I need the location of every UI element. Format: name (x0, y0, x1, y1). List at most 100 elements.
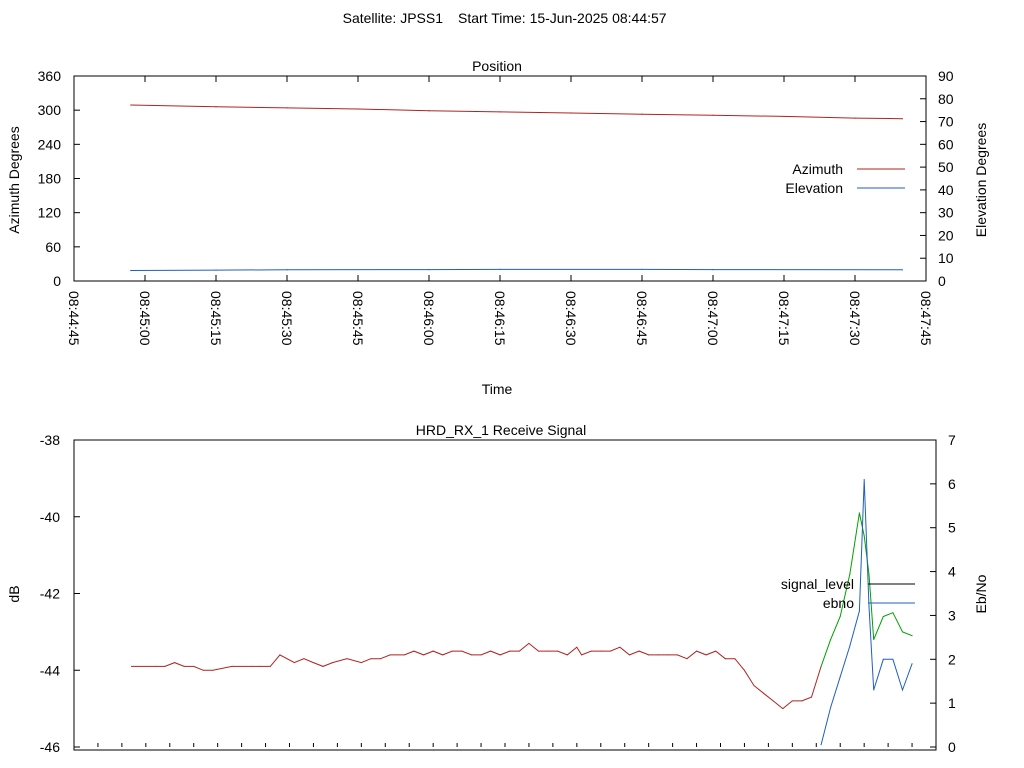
data-point-signal-level (772, 700, 774, 702)
azimuth-tick-label: 300 (38, 102, 62, 118)
data-point-signal-level (839, 616, 841, 618)
data-point-ebno (863, 478, 865, 480)
elevation-axis-label: Elevation Degrees (973, 123, 989, 237)
data-point-elevation (130, 269, 132, 272)
elevation-tick-label: 70 (938, 114, 954, 130)
data-point-azimuth (215, 106, 217, 108)
data-point-signal-level (566, 654, 568, 656)
elevation-tick-label: 40 (938, 182, 954, 198)
ebno-tick-label: 2 (948, 651, 956, 667)
data-point-ebno (892, 658, 894, 660)
elevation-tick-label: 0 (938, 273, 946, 289)
azimuth-tick-label: 360 (38, 68, 62, 84)
db-tick-label: -42 (40, 586, 60, 602)
data-point-signal-level (667, 654, 669, 656)
series-line-signal-level (131, 642, 822, 710)
data-point-signal-level (763, 692, 765, 694)
data-point-elevation (428, 269, 430, 271)
elevation-tick-label: 10 (938, 250, 954, 266)
data-point-signal-level (547, 650, 549, 652)
data-point-signal-level (782, 708, 784, 710)
time-tick-label: 08:46:15 (492, 291, 508, 346)
data-point-signal-level (413, 650, 415, 652)
data-point-signal-level (753, 685, 755, 687)
data-point-signal-level (370, 658, 372, 660)
azimuth-axis-label: Azimuth Degrees (6, 126, 22, 233)
data-point-elevation (641, 268, 643, 270)
elevation-tick-label: 50 (938, 159, 954, 175)
data-point-signal-level (154, 665, 156, 667)
data-point-signal-level (619, 646, 621, 648)
report-title-satellite: Satellite: JPSS1 (343, 10, 444, 26)
data-point-signal-level (911, 635, 913, 637)
data-point-signal-level (250, 665, 252, 667)
time-tick-label: 08:45:45 (350, 291, 366, 346)
data-point-signal-level (657, 654, 659, 656)
data-point-signal-level (638, 650, 640, 652)
data-point-signal-level (279, 654, 281, 656)
data-point-signal-level (629, 654, 631, 656)
data-point-signal-level (801, 700, 803, 702)
data-point-signal-level (696, 650, 698, 652)
data-point-signal-level (873, 639, 875, 641)
data-point-azimuth (783, 115, 785, 118)
data-point-elevation (712, 269, 714, 271)
data-point-signal-level (202, 669, 204, 671)
data-point-ebno (830, 707, 832, 709)
data-point-signal-level (791, 700, 793, 702)
data-point-signal-level (183, 665, 185, 667)
data-point-signal-level (892, 612, 894, 614)
legend-label-elevation: Elevation (785, 180, 843, 196)
data-point-ebno (882, 658, 884, 660)
data-point-signal-level (590, 650, 592, 652)
data-point-signal-level (600, 650, 602, 652)
ebno-tick-label: 7 (948, 432, 956, 448)
data-point-azimuth (570, 112, 572, 114)
data-point-signal-level (882, 616, 884, 618)
series-line-elevation (130, 268, 903, 271)
data-point-azimuth (712, 114, 714, 116)
data-point-signal-level (442, 654, 444, 656)
data-point-signal-level (830, 639, 832, 641)
data-point-signal-level (303, 658, 305, 660)
data-point-ebno (873, 689, 875, 691)
db-tick-label: -40 (40, 509, 60, 525)
signal-series (130, 478, 913, 746)
db-tick-label: -44 (40, 662, 60, 678)
data-point-ebno (911, 663, 913, 665)
data-point-ebno (839, 676, 841, 678)
time-tick-label: 08:44:45 (66, 291, 82, 346)
time-tick-label: 08:45:15 (208, 291, 224, 346)
data-point-signal-level (509, 650, 511, 652)
data-point-azimuth (641, 113, 643, 115)
data-point-signal-level (193, 665, 195, 667)
data-point-elevation (901, 269, 903, 271)
data-point-signal-level (528, 642, 530, 644)
data-point-azimuth (901, 118, 903, 120)
elevation-tick-label: 30 (938, 205, 954, 221)
data-point-signal-level (260, 665, 262, 667)
data-point-signal-level (346, 658, 348, 660)
data-point-signal-level (648, 654, 650, 656)
data-point-signal-level (461, 650, 463, 652)
data-point-signal-level (868, 573, 870, 575)
data-point-signal-level (212, 669, 214, 671)
data-point-signal-level (470, 654, 472, 656)
data-point-azimuth (130, 104, 132, 106)
elevation-tick-label: 90 (938, 68, 954, 84)
time-tick-label: 08:47:00 (705, 291, 721, 346)
legend-label-ebno: ebno (823, 595, 854, 611)
data-point-ebno (858, 610, 860, 612)
data-point-signal-level (518, 650, 520, 652)
data-point-signal-level (480, 654, 482, 656)
data-point-ebno (820, 744, 822, 746)
data-point-signal-level (312, 662, 314, 664)
position-series (130, 104, 903, 272)
data-point-azimuth (428, 110, 430, 112)
data-point-signal-level (269, 665, 271, 667)
data-point-signal-level (499, 654, 501, 656)
signal-axes: -46 -44 -42 -40 -38 0 1 2 3 4 5 6 7 (40, 432, 956, 755)
position-chart-title: Position (472, 58, 522, 74)
data-point-azimuth (286, 107, 288, 109)
